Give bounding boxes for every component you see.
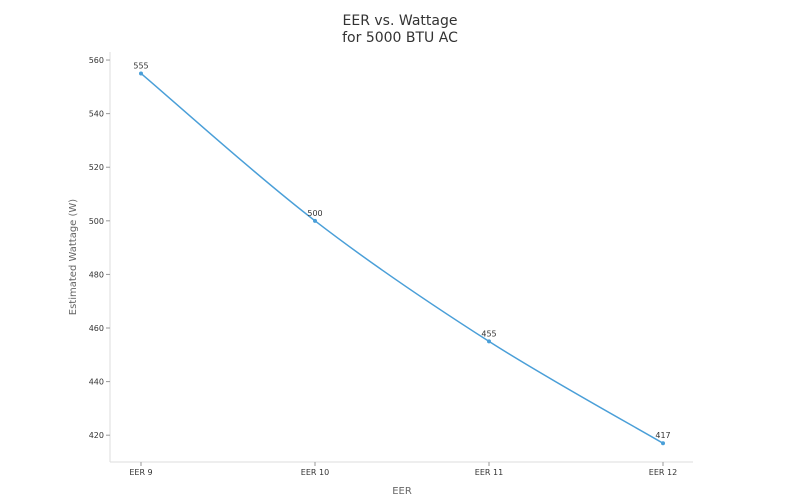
data-point — [313, 218, 317, 223]
x-tick-label: EER 9 — [129, 468, 152, 477]
x-tick-label: EER 12 — [649, 468, 677, 477]
series-group: 555 500 455 417 — [133, 61, 671, 446]
y-axis-label: Estimated Wattage (W) — [68, 199, 79, 316]
y-axis-ticks: 420 440 460 480 500 520 540 560 — [89, 56, 110, 440]
y-tick-label: 440 — [89, 378, 104, 387]
data-label: 500 — [307, 209, 322, 218]
x-axis-ticks: EER 9 EER 10 EER 11 EER 12 — [129, 462, 677, 477]
data-label: 455 — [481, 329, 496, 338]
x-axis-label: EER — [392, 486, 412, 497]
data-label: 555 — [133, 61, 148, 70]
y-tick-label: 520 — [89, 163, 104, 172]
x-tick-label: EER 10 — [301, 468, 329, 477]
y-tick-label: 460 — [89, 324, 104, 333]
y-tick-label: 420 — [89, 431, 104, 440]
y-tick-label: 560 — [89, 56, 104, 65]
y-tick-label: 480 — [89, 270, 104, 279]
y-tick-label: 500 — [89, 217, 104, 226]
data-point — [139, 71, 143, 76]
series-line — [140, 72, 664, 444]
y-tick-label: 540 — [89, 110, 104, 119]
data-point — [487, 339, 491, 344]
x-tick-label: EER 11 — [475, 468, 503, 477]
data-point — [661, 441, 665, 446]
chart-title-line-2: for 5000 BTU AC — [342, 30, 458, 46]
chart-title-line-1: EER vs. Wattage — [343, 13, 458, 29]
data-label: 417 — [655, 431, 670, 440]
